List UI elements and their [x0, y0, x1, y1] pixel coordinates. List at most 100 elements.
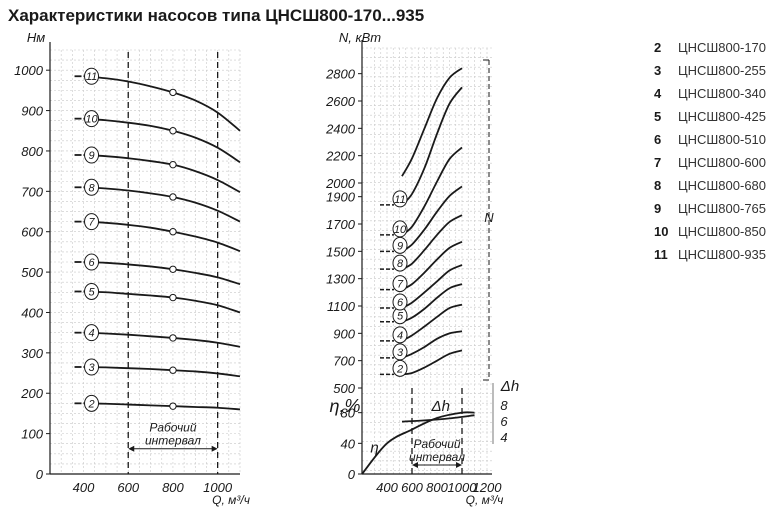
x-tick-label: 1200 [473, 480, 503, 495]
legend-item-number: 7 [654, 155, 662, 170]
y-tick-label: 300 [21, 346, 43, 361]
power-curve-label: 2 [396, 363, 403, 375]
power-curve-7 [401, 240, 463, 291]
head-curve-badge [84, 178, 100, 196]
head-curve-badge [84, 282, 100, 300]
power-curve-10 [401, 146, 463, 236]
n-tick-label: 1500 [326, 244, 356, 259]
power-curve-11 [401, 86, 463, 206]
eta-tick-label: 40 [341, 436, 356, 451]
power-chart: 5007009001100130015001700190020002200240… [325, 30, 519, 507]
x-tick-label: 400 [376, 480, 398, 495]
y-tick-label: 900 [21, 104, 43, 119]
power-curve-badge [392, 326, 408, 344]
page-title: Характеристики насосов типа ЦНСШ800-170.… [8, 6, 425, 25]
head-curve-label: 5 [88, 286, 95, 298]
legend-item-number: 11 [654, 247, 668, 262]
x-tick-label: 800 [426, 480, 448, 495]
power-curve-label: 7 [397, 279, 404, 291]
legend-item: 10 ЦНСШ800-850 [654, 224, 766, 242]
operating-point [169, 127, 177, 135]
head-curve-label: 4 [88, 328, 94, 340]
work-interval-label: интервал [145, 434, 201, 448]
head-curve-label: 6 [88, 257, 95, 269]
head-chart: 0 100 200 300 400 500 600 700 800 900 1000 400 600 80… [14, 30, 250, 507]
n-axis-label: N, кВт [339, 30, 381, 45]
head-curve-badge [84, 110, 100, 128]
power-curve-top [401, 67, 463, 177]
head-curve-badge [84, 394, 100, 412]
n-side-label: N [484, 210, 494, 225]
n-tick-label: 1700 [326, 217, 356, 232]
x-tick-label: 1000 [448, 480, 478, 495]
efficiency-curve [361, 411, 475, 475]
legend-item-name: ЦНСШ800-340 [678, 86, 767, 101]
eta-tick-label: 80 [341, 406, 356, 421]
power-curve-badge [392, 293, 408, 311]
n-tick-label: 2400 [325, 121, 356, 136]
head-curve-label: 8 [88, 182, 95, 194]
legend-item: 2 ЦНСШ800-170 [654, 40, 766, 58]
power-curve-3 [401, 330, 463, 359]
power-curve-label: 9 [397, 240, 403, 252]
legend-item-number: 10 [654, 224, 669, 239]
operating-point [169, 228, 177, 236]
legend-item-name: ЦНСШ800-935 [678, 247, 767, 262]
head-curve-3 [83, 366, 241, 378]
n-tick-label: 2800 [325, 67, 356, 82]
head-curve-label: 2 [87, 398, 94, 410]
legend-item-number: 9 [654, 201, 662, 216]
power-curve-8 [401, 214, 463, 270]
dh-tick-label: 8 [500, 398, 508, 413]
head-curve-9 [83, 154, 241, 193]
legend-item-name: ЦНСШ800-765 [678, 201, 767, 216]
power-curve-2 [401, 349, 463, 376]
power-curve-4 [401, 303, 463, 342]
y-tick-label: 400 [21, 305, 43, 320]
legend-item: 8 ЦНСШ800-680 [654, 178, 766, 196]
head-curve-5 [83, 290, 241, 314]
n-tick-label: 1100 [327, 299, 356, 314]
operating-point [169, 193, 177, 201]
power-curve-5 [401, 283, 463, 323]
power-curve-label: 10 [394, 224, 407, 236]
legend-item: 3 ЦНСШ800-255 [654, 63, 766, 81]
legend-item-name: ЦНСШ800-425 [678, 109, 767, 124]
legend-item: 11 ЦНСШ800-935 [654, 247, 766, 265]
operating-point [169, 334, 177, 342]
power-curve-badge [392, 343, 408, 361]
head-curve-label: 10 [85, 114, 98, 126]
dh-tick-label: 6 [500, 414, 508, 429]
legend-item-name: ЦНСШ800-600 [678, 155, 767, 170]
n-tick-label: 900 [333, 326, 355, 341]
power-curve-label: 4 [397, 330, 403, 342]
operating-point [169, 293, 177, 302]
legend-item: 5 ЦНСШ800-425 [654, 109, 766, 127]
legend-item-number: 5 [654, 109, 662, 124]
operating-point [169, 402, 177, 410]
head-curve-label: 3 [88, 362, 95, 374]
work-interval-label: Рабочий [413, 437, 460, 451]
operating-point [169, 265, 177, 273]
legend-item-number: 2 [654, 40, 662, 55]
operating-point [169, 366, 177, 374]
head-curve-badge [84, 324, 100, 342]
power-curve-badge [392, 254, 408, 272]
eta-axis-label: η,% [330, 396, 361, 416]
power-curve-badge [392, 275, 408, 293]
power-curve-label: 11 [394, 194, 405, 206]
y-tick-label: 500 [21, 265, 43, 280]
head-curve-label: 7 [88, 217, 95, 229]
legend-item-name: ЦНСШ800-680 [678, 178, 767, 193]
power-curve-6 [401, 264, 463, 309]
work-interval-arrowhead [412, 462, 418, 468]
head-curve-7 [83, 220, 241, 252]
legend-item-name: ЦНСШ800-510 [678, 132, 767, 147]
x-tick-label: 600 [117, 480, 139, 495]
n-tick-label: 500 [333, 381, 355, 396]
legend-item-number: 3 [654, 63, 662, 78]
head-curve-badge [84, 67, 100, 85]
x-tick-label: 600 [401, 480, 423, 495]
x-axis-label: Q, м³/ч [466, 493, 504, 507]
